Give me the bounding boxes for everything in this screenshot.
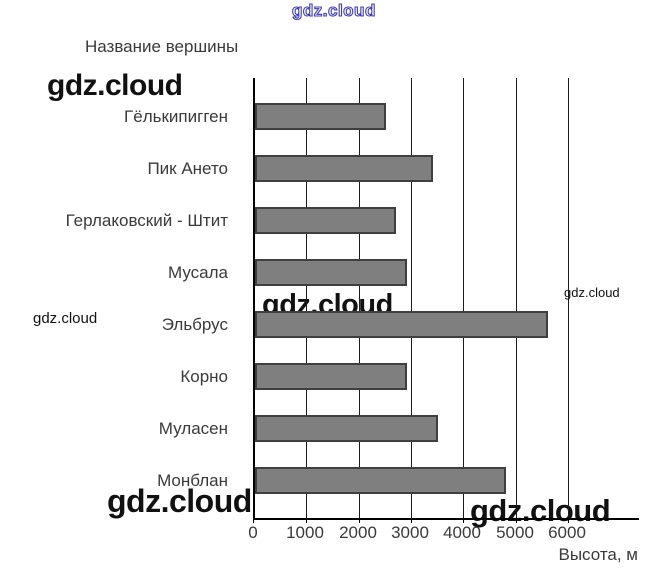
- bar-5: [255, 311, 548, 338]
- axis-tick-6000: [568, 518, 569, 523]
- bar-1: [255, 103, 386, 130]
- category-label-5: Эльбрус: [161, 315, 228, 334]
- bar-8: [255, 467, 506, 494]
- bar-4: [255, 259, 407, 286]
- x-axis-label: Высота, м: [558, 545, 638, 564]
- gridline-4000: [463, 78, 464, 518]
- plot-area: [253, 78, 639, 523]
- watermark-top-left: gdz.cloud: [47, 69, 183, 102]
- x-tick-label-2000: 2000: [339, 523, 377, 542]
- category-label-8: Монблан: [157, 471, 228, 490]
- bar-6: [255, 363, 407, 390]
- gridline-2000: [359, 78, 360, 518]
- axis-tick-3000: [411, 518, 412, 523]
- x-tick-label-4000: 4000: [443, 523, 481, 542]
- bar-3: [255, 207, 396, 234]
- chart-title: Название вершины: [85, 37, 239, 56]
- watermark-top: gdz.cloud: [291, 1, 376, 20]
- x-tick-label-5000: 5000: [496, 523, 534, 542]
- watermark-left-small: gdz.cloud: [33, 310, 98, 327]
- category-label-7: Муласен: [158, 419, 228, 438]
- gridline-3000: [411, 78, 412, 518]
- axis-tick-2000: [359, 518, 360, 523]
- axis-tick-0: [253, 518, 254, 523]
- axis-tick-5000: [516, 518, 517, 523]
- bar-2: [255, 155, 433, 182]
- watermark-right-small: gdz.cloud: [564, 285, 620, 300]
- category-label-3: Герлаковский - Штит: [65, 211, 228, 230]
- bar-7: [255, 415, 438, 442]
- category-label-2: Пик Ането: [147, 159, 228, 178]
- axis-tick-1000: [306, 518, 307, 523]
- gridline-6000: [568, 78, 569, 518]
- watermark-bottom-left: gdz.cloud: [107, 483, 252, 519]
- x-tick-label-6000: 6000: [548, 523, 586, 542]
- axis-tick-4000: [463, 518, 464, 523]
- category-label-6: Корно: [180, 367, 228, 386]
- category-label-4: Мусала: [168, 263, 228, 282]
- x-tick-label-1000: 1000: [286, 523, 324, 542]
- gridline-5000: [516, 78, 517, 518]
- watermark-bottom-right: gdz.cloud: [470, 493, 611, 528]
- x-tick-label-0: 0: [248, 523, 258, 542]
- gridline-1000: [306, 78, 307, 518]
- x-tick-label-3000: 3000: [391, 523, 429, 542]
- category-label-1: Гёлькипигген: [124, 107, 228, 126]
